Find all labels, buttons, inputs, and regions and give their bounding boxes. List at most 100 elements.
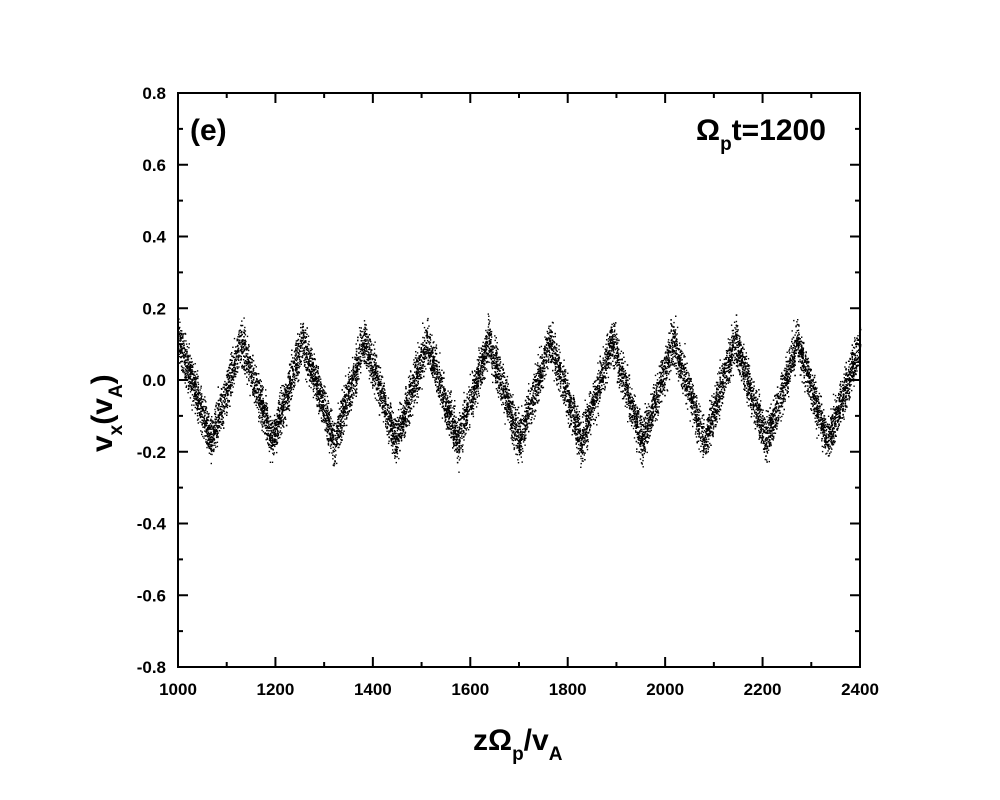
data-point: [357, 377, 359, 380]
data-point: [517, 447, 520, 449]
data-point: [710, 427, 713, 429]
data-point: [577, 419, 579, 422]
data-point: [362, 356, 364, 359]
data-point: [609, 337, 611, 339]
data-point: [547, 367, 549, 370]
data-point: [281, 385, 283, 387]
data-point: [810, 409, 813, 411]
data-point: [582, 435, 584, 437]
data-point: [581, 449, 583, 452]
data-point: [398, 420, 400, 422]
data-point: [340, 430, 342, 432]
data-point: [398, 442, 400, 445]
data-point: [806, 361, 808, 364]
data-point: [371, 343, 373, 345]
data-point: [468, 413, 470, 415]
data-point: [486, 370, 489, 372]
data-point: [403, 406, 406, 408]
data-point: [491, 351, 493, 353]
data-point: [599, 390, 601, 393]
data-point: [355, 379, 357, 381]
data-point: [666, 389, 668, 391]
data-point: [368, 378, 371, 380]
data-point: [290, 383, 293, 385]
data-point: [386, 418, 388, 420]
data-point: [506, 413, 508, 415]
data-point: [205, 406, 207, 408]
data-point: [414, 391, 416, 393]
data-point: [644, 441, 646, 443]
data-point: [616, 342, 618, 344]
data-point: [280, 427, 282, 429]
data-point: [458, 412, 461, 414]
data-point: [188, 375, 190, 377]
data-point: [660, 365, 662, 367]
data-point: [295, 348, 297, 350]
data-point: [573, 406, 575, 408]
data-point: [823, 437, 826, 439]
data-point: [853, 347, 856, 349]
data-point: [725, 375, 727, 377]
data-point: [321, 410, 323, 413]
data-point: [696, 408, 699, 411]
data-point: [517, 442, 520, 445]
data-point: [313, 370, 316, 372]
data-point: [712, 424, 714, 426]
data-point: [619, 365, 622, 367]
data-point: [396, 436, 398, 438]
data-point: [385, 420, 387, 422]
data-point: [187, 359, 189, 362]
data-point: [732, 355, 735, 357]
data-point: [502, 393, 504, 395]
data-point: [763, 423, 765, 426]
data-point: [458, 428, 460, 431]
data-point: [351, 375, 354, 377]
data-point: [391, 437, 393, 440]
data-point: [476, 371, 478, 373]
data-point: [422, 342, 424, 344]
data-point: [282, 414, 284, 416]
data-point: [842, 396, 845, 398]
data-point: [181, 369, 184, 371]
data-point: [756, 425, 758, 428]
data-point: [285, 400, 288, 402]
data-point: [478, 359, 480, 361]
data-point: [620, 358, 622, 361]
data-point: [688, 400, 691, 402]
data-point: [240, 346, 243, 348]
data-point: [850, 384, 852, 386]
data-point: [529, 390, 532, 392]
data-point: [318, 391, 320, 393]
data-point: [851, 352, 853, 354]
data-point: [393, 451, 395, 453]
data-point: [813, 412, 816, 415]
data-point: [833, 416, 835, 418]
data-point: [200, 396, 202, 399]
data-point: [308, 351, 310, 353]
data-point: [597, 373, 599, 375]
data-point: [349, 405, 351, 408]
data-point: [631, 396, 633, 398]
data-point: [501, 404, 503, 406]
data-point: [699, 436, 701, 438]
data-point: [540, 366, 542, 369]
data-point: [328, 439, 330, 442]
data-point: [219, 408, 222, 410]
data-point: [262, 421, 264, 423]
data-point: [684, 375, 687, 378]
data-point: [776, 425, 778, 427]
data-point: [287, 392, 289, 394]
data-point: [818, 413, 820, 416]
data-point: [780, 396, 782, 399]
data-point: [753, 410, 756, 412]
data-point: [415, 361, 417, 363]
data-point: [644, 423, 646, 425]
data-point: [514, 432, 516, 434]
data-point: [572, 394, 575, 397]
data-point: [517, 459, 519, 461]
data-point: [453, 438, 455, 441]
data-point: [414, 399, 417, 401]
data-point: [577, 441, 579, 443]
data-point: [712, 428, 715, 430]
data-point: [653, 402, 656, 404]
